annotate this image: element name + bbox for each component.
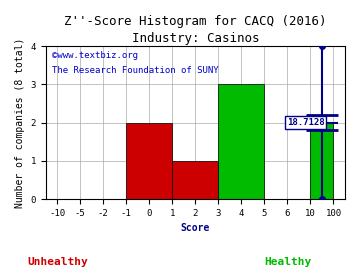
X-axis label: Score: Score — [181, 223, 210, 233]
Text: Healthy: Healthy — [264, 256, 312, 266]
Text: The Research Foundation of SUNY: The Research Foundation of SUNY — [51, 66, 218, 75]
Text: 18.7128: 18.7128 — [287, 118, 325, 127]
Title: Z''-Score Histogram for CACQ (2016)
Industry: Casinos: Z''-Score Histogram for CACQ (2016) Indu… — [64, 15, 327, 45]
Text: Unhealthy: Unhealthy — [27, 256, 88, 266]
Bar — [219, 85, 264, 199]
Bar — [172, 161, 219, 199]
Bar — [310, 123, 333, 199]
Bar — [126, 123, 172, 199]
Text: ©www.textbiz.org: ©www.textbiz.org — [51, 51, 138, 60]
Y-axis label: Number of companies (8 total): Number of companies (8 total) — [15, 38, 25, 208]
